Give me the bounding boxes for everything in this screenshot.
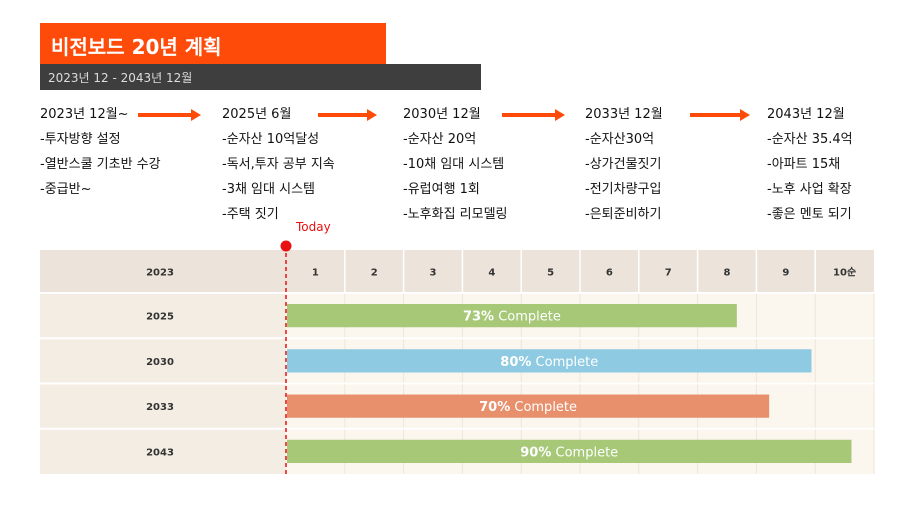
column-label: 3	[430, 268, 437, 279]
milestone-date: 2025년 6월	[222, 107, 292, 122]
milestone-item: -열반스쿨 기초반 수강	[40, 157, 161, 172]
milestone-5: 2043년 12월 -순자산 35.4억 -아파트 15채 -노후 사업 확장 -좋은 …	[767, 106, 912, 231]
header-label: 2023	[146, 268, 174, 279]
milestone-3: 2030년 12월 -순자산 20억 -10채 임대 시스템 -유럽여행 1회 -노후화…	[403, 106, 573, 231]
title-banner: 비전보드 20년 계획	[40, 23, 386, 65]
milestone-item: -순자산 35.4억	[767, 132, 853, 147]
column-label: 6	[606, 268, 613, 279]
milestone-item: -순자산30억	[585, 132, 655, 147]
milestone-4: 2033년 12월 -순자산30억 -상가건물짓기 -전기차량구입 -은퇴준비하기	[585, 106, 755, 231]
milestone-item: -독서,투자 공부 지속	[222, 157, 335, 172]
milestone-date: 2023년 12월~	[40, 107, 129, 122]
progress-bar	[287, 349, 812, 373]
row-label: 2030	[146, 357, 174, 368]
milestone-item: -유럽여행 1회	[403, 182, 480, 197]
progress-percent: 70%	[479, 400, 510, 415]
milestone-item: -은퇴준비하기	[585, 207, 662, 222]
progress-label: 90% Complete	[520, 445, 618, 460]
row-label: 2033	[146, 402, 174, 413]
milestone-item: -순자산 10억달성	[222, 132, 320, 147]
progress-label: 80% Complete	[500, 355, 598, 370]
milestone-item: -투자방향 설정	[40, 132, 121, 147]
progress-percent: 73%	[463, 310, 494, 325]
progress-percent: 90%	[520, 445, 551, 460]
progress-suffix: Complete	[531, 355, 598, 370]
progress-label: 73% Complete	[463, 310, 561, 325]
milestone-date: 2033년 12월	[585, 107, 663, 122]
milestone-date: 2043년 12월	[767, 107, 845, 122]
milestone-1: 2023년 12월~ -투자방향 설정 -열반스쿨 기초반 수강 -중급반~	[40, 106, 210, 206]
progress-suffix: Complete	[494, 310, 561, 325]
milestone-item: -주택 짓기	[222, 207, 279, 222]
column-label: 5	[547, 268, 554, 279]
milestone-item: -상가건물짓기	[585, 157, 662, 172]
milestone-item: -노후화집 리모델링	[403, 207, 508, 222]
row-label: 2043	[146, 447, 174, 458]
milestone-date: 2030년 12월	[403, 107, 481, 122]
milestone-item: -아파트 15채	[767, 157, 841, 172]
progress-bar	[287, 304, 737, 328]
progress-label: 70% Complete	[479, 400, 577, 415]
page-title: 비전보드 20년 계획	[51, 35, 222, 59]
column-label: 10순	[833, 267, 856, 279]
page-subtitle: 2023년 12 - 2043년 12월	[48, 71, 193, 85]
column-label: 9	[782, 268, 789, 279]
column-label: 2	[371, 268, 378, 279]
milestone-item: -중급반~	[40, 182, 92, 197]
progress-suffix: Complete	[551, 445, 618, 460]
milestone-item: -10채 임대 시스템	[403, 157, 505, 172]
gantt-chart: 2023 1 2 3 4 5 6 7 8 9 10순 2025 73% Complete 2030 80% …	[40, 240, 875, 474]
subtitle-banner: 2023년 12 - 2043년 12월	[40, 64, 481, 90]
milestone-item: -전기차량구입	[585, 182, 662, 197]
column-label: 1	[312, 268, 319, 279]
column-label: 7	[665, 268, 672, 279]
milestone-item: -순자산 20억	[403, 132, 477, 147]
progress-suffix: Complete	[510, 400, 577, 415]
row-label: 2025	[146, 312, 174, 323]
today-label: Today	[296, 220, 331, 234]
progress-bar	[287, 394, 770, 418]
milestone-item: -좋은 멘토 되기	[767, 207, 852, 222]
column-label: 4	[488, 268, 495, 279]
milestone-item: -3채 임대 시스템	[222, 182, 315, 197]
milestone-item: -노후 사업 확장	[767, 182, 852, 197]
column-label: 8	[724, 268, 731, 279]
today-marker	[280, 240, 292, 252]
progress-percent: 80%	[500, 355, 531, 370]
milestone-2: 2025년 6월 -순자산 10억달성 -독서,투자 공부 지속 -3채 임대 시스템…	[222, 106, 392, 231]
chart-header-bg	[40, 250, 874, 293]
progress-bar	[287, 439, 852, 463]
